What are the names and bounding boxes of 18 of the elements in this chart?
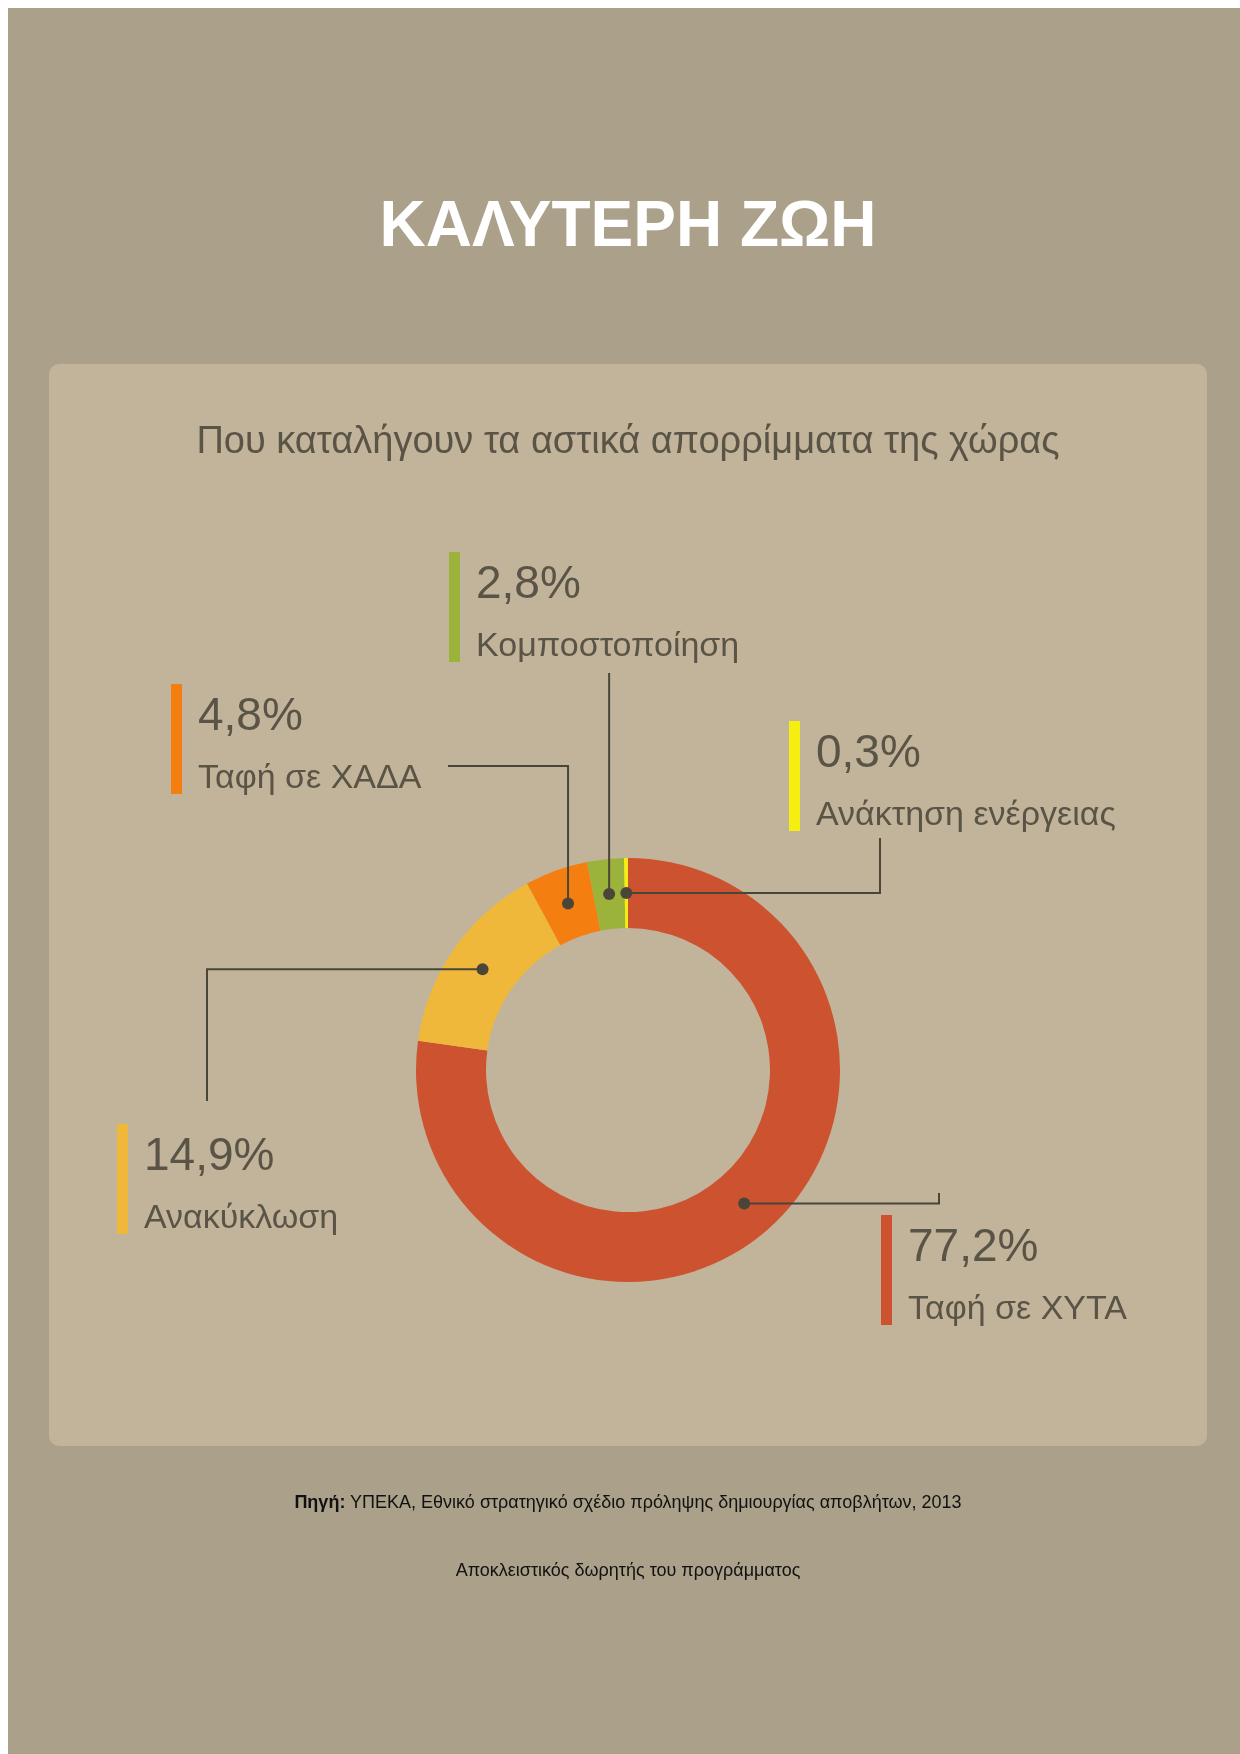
chart-subtitle: Που καταλήγουν τα αστικά απορρίμματα της χώρας — [196, 419, 1060, 461]
data-label: 2,8% — [476, 556, 581, 608]
data-label: 77,2% — [908, 1219, 1039, 1271]
slice-label: Ανακύκλωση — [144, 1197, 339, 1235]
text: Αποκλειστικός δωρητής του προγράμματος — [455, 1560, 801, 1580]
chart-title: ΚΑΛΥΤΕΡΗ ΖΩΗ — [379, 188, 877, 260]
data-label: 4,8% — [198, 688, 303, 740]
donut-slice — [527, 862, 601, 946]
data-label: 14,9% — [144, 1128, 275, 1180]
slice-label: Ανάκτηση ενέργειας — [816, 794, 1116, 832]
donut-slice — [418, 883, 561, 1051]
data-label: 0,3% — [816, 725, 921, 777]
slice-label: Ταφή σε ΧΑΔΑ — [198, 757, 422, 795]
slice-label: Κομποστοποίηση — [476, 625, 740, 663]
slice-label: Ταφή σε ΧΥΤΑ — [908, 1288, 1128, 1326]
donut-slice — [416, 858, 840, 1282]
text: Πηγή: ΥΠΕΚΑ, Εθνικό στρατηγικό σχέδιο πρόληψης δημιουργίας αποβλήτων, 2013 — [294, 1492, 962, 1512]
donut-slice — [586, 858, 626, 931]
